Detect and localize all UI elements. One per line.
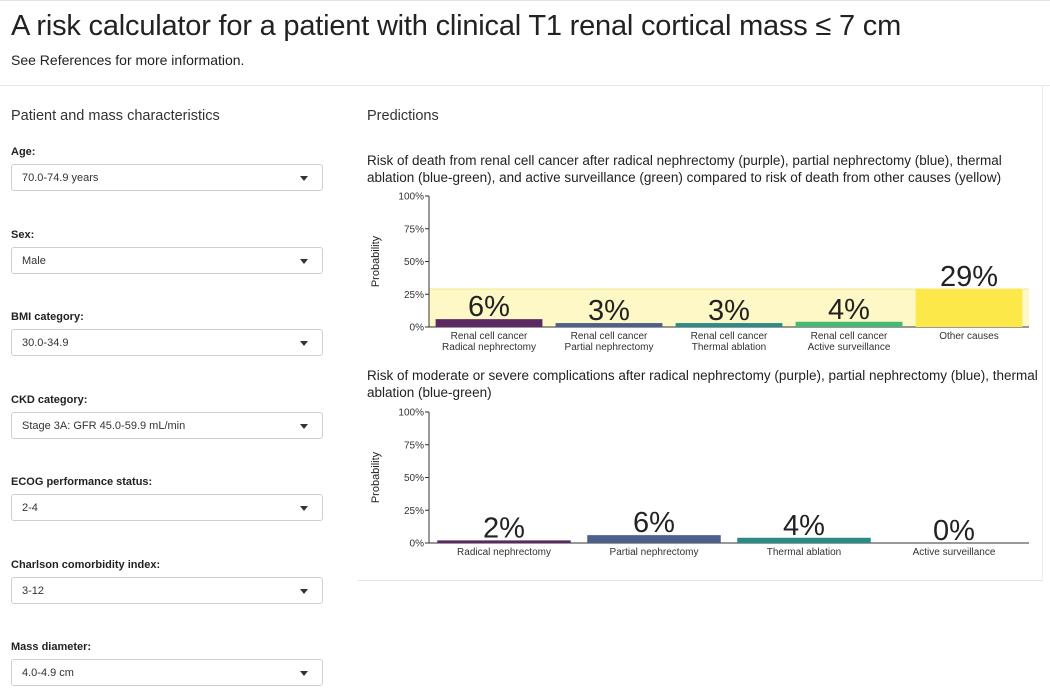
chart2-title: Risk of moderate or severe complications… xyxy=(367,368,1038,400)
complication-risk-chart: 0% 25% 50% 75% 100% Probability 2% Radical neph… xyxy=(370,408,1029,558)
y-axis-label: Probability xyxy=(370,235,382,287)
chart1-title: Risk of death from renal cell cancer aft… xyxy=(367,153,1002,185)
data-label: 6% xyxy=(633,507,675,539)
chevron-down-icon xyxy=(300,176,308,181)
y-tick-label: 0% xyxy=(410,323,425,334)
chevron-down-icon xyxy=(300,589,308,594)
x-tick-label: Active surveillance xyxy=(808,342,891,353)
sidebar-title: Patient and mass characteristics xyxy=(11,108,220,124)
bar xyxy=(737,537,871,543)
ckd-select-value: Stage 3A: GFR 45.0-59.9 mL/min xyxy=(22,420,186,432)
data-label: 3% xyxy=(708,295,750,327)
y-tick-label: 50% xyxy=(404,257,424,268)
y-tick-label: 50% xyxy=(404,473,424,484)
y-tick-label: 25% xyxy=(404,506,424,517)
ecog-select[interactable]: 2-4 xyxy=(11,494,323,521)
mass-diameter-select[interactable]: 4.0-4.9 cm xyxy=(11,659,323,686)
bar xyxy=(587,535,721,543)
mass-diameter-select-value: 4.0-4.9 cm xyxy=(22,667,74,679)
y-tick-label: 0% xyxy=(410,539,425,550)
ecog-label: ECOG performance status: xyxy=(11,476,153,488)
x-tick-label: Other causes xyxy=(939,331,998,342)
charlson-select-value: 3-12 xyxy=(22,585,45,597)
x-tick-label: Active surveillance xyxy=(913,547,996,558)
bar xyxy=(795,321,903,327)
y-tick-label: 75% xyxy=(404,440,424,451)
y-tick-label: 100% xyxy=(398,192,424,203)
bar xyxy=(915,289,1023,327)
age-select-value: 70.0-74.9 years xyxy=(22,172,99,184)
chevron-down-icon xyxy=(300,259,308,264)
x-tick-label: Partial nephrectomy xyxy=(610,547,699,558)
sex-label: Sex: xyxy=(11,229,35,241)
mass-diameter-label: Mass diameter: xyxy=(11,641,92,653)
data-label: 4% xyxy=(828,294,870,326)
bmi-select[interactable]: 30.0-34.9 xyxy=(11,329,323,356)
sex-select[interactable]: Male xyxy=(11,247,323,274)
ckd-label: CKD category: xyxy=(11,394,88,406)
bmi-label: BMI category: xyxy=(11,311,84,323)
header-divider xyxy=(0,85,1050,86)
x-tick-label: Thermal ablation xyxy=(692,342,766,353)
data-label: 0% xyxy=(933,515,975,547)
x-tick-label: Renal cell cancer xyxy=(691,331,768,342)
ecog-select-value: 2-4 xyxy=(22,502,38,514)
x-tick-label: Radical nephrectomy xyxy=(442,342,536,353)
predictions-title: Predictions xyxy=(367,108,439,124)
death-risk-chart: 0% 25% 50% 75% 100% Probability 6% Renal cell c… xyxy=(370,192,1029,353)
age-label: Age: xyxy=(11,146,36,158)
page-subtitle: See References for more information. xyxy=(11,52,245,68)
y-tick-label: 75% xyxy=(404,224,424,235)
main-panel-border xyxy=(1042,86,1043,581)
ckd-select[interactable]: Stage 3A: GFR 45.0-59.9 mL/min xyxy=(11,412,323,439)
x-tick-label: Renal cell cancer xyxy=(571,331,648,342)
chevron-down-icon xyxy=(300,341,308,346)
x-tick-label: Partial nephrectomy xyxy=(565,342,654,353)
bar xyxy=(675,323,783,327)
x-tick-label: Renal cell cancer xyxy=(451,331,528,342)
y-tick-label: 100% xyxy=(398,408,424,419)
top-border xyxy=(0,0,1050,1)
charlson-select[interactable]: 3-12 xyxy=(11,577,323,604)
chevron-down-icon xyxy=(300,506,308,511)
y-axis-label: Probability xyxy=(370,451,382,503)
chevron-down-icon xyxy=(300,424,308,429)
main-divider xyxy=(358,580,1042,581)
y-tick-label: 25% xyxy=(404,290,424,301)
data-label: 3% xyxy=(588,295,630,327)
bmi-select-value: 30.0-34.9 xyxy=(22,337,69,349)
x-tick-label: Radical nephrectomy xyxy=(457,547,551,558)
x-tick-label: Renal cell cancer xyxy=(811,331,888,342)
bar xyxy=(437,540,571,543)
data-label: 29% xyxy=(940,261,998,293)
data-label: 4% xyxy=(783,510,825,542)
bar xyxy=(555,323,663,327)
sex-select-value: Male xyxy=(22,255,46,267)
data-label: 2% xyxy=(483,512,525,544)
age-select[interactable]: 70.0-74.9 years xyxy=(11,164,323,191)
bar xyxy=(435,319,543,327)
x-tick-label: Thermal ablation xyxy=(767,547,841,558)
chevron-down-icon xyxy=(300,671,308,676)
data-label: 6% xyxy=(468,291,510,323)
charlson-label: Charlson comorbidity index: xyxy=(11,559,161,571)
page-title: A risk calculator for a patient with cli… xyxy=(11,10,902,42)
